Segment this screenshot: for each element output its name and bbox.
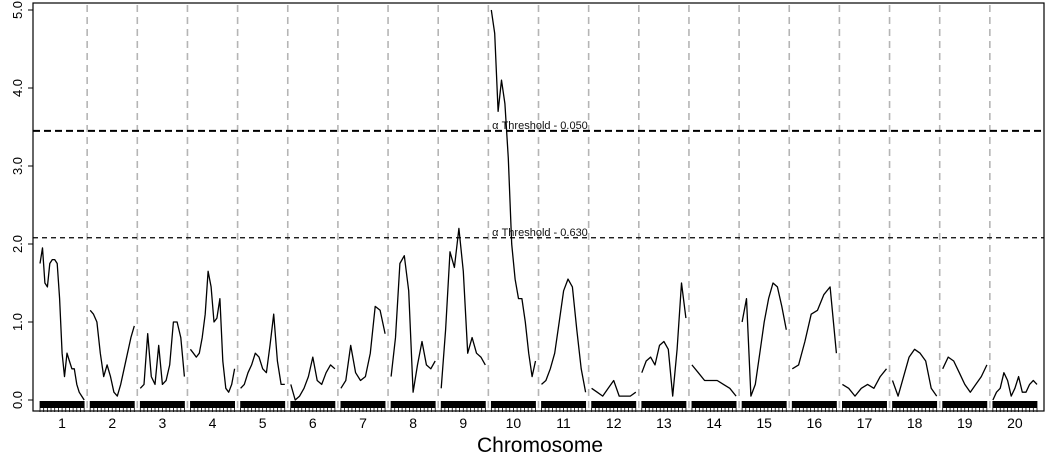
lod-series — [39, 9, 1038, 401]
lod-curve-chr-4 — [189, 270, 236, 393]
chromosome-label: 11 — [556, 415, 571, 431]
lod-curve-chr-19 — [942, 356, 988, 393]
chromosome-label: 16 — [807, 415, 823, 431]
chromosome-label: 15 — [756, 415, 772, 431]
threshold-label: α Threshold - 0.630 — [492, 227, 588, 239]
chromosome-label: 7 — [359, 415, 367, 431]
lod-curve-chr-18 — [891, 348, 938, 397]
lod-curve-chr-8 — [390, 255, 436, 393]
lod-curve-chr-10 — [490, 9, 537, 378]
chromosome-label: 9 — [459, 415, 467, 431]
x-axis-label: Chromosome — [477, 434, 603, 455]
chromosome-label: 3 — [158, 415, 166, 431]
x-axis: 1 2 3 4 5 6 7 8 9 10 11 12 13 14 15 16 17 18 19 20 — [58, 415, 1023, 431]
y-tick-label: 1.0 — [10, 313, 25, 331]
chromosome-label: 17 — [857, 415, 873, 431]
marker-rug — [39, 401, 1038, 412]
y-tick-label: 4.0 — [10, 79, 25, 97]
y-tick-label: 5.0 — [10, 1, 25, 19]
chromosome-label: 18 — [907, 415, 923, 431]
chromosome-label: 20 — [1007, 415, 1023, 431]
chromosome-label: 4 — [209, 415, 217, 431]
lod-curve-chr-13 — [641, 282, 687, 397]
chromosome-label: 10 — [506, 415, 522, 431]
chromosome-label: 5 — [259, 415, 267, 431]
chromosome-label: 1 — [58, 415, 66, 431]
chromosome-label: 19 — [957, 415, 973, 431]
plot-frame — [32, 2, 1045, 412]
lod-curve-chr-5 — [240, 313, 285, 389]
chromosome-label: 13 — [656, 415, 672, 431]
lod-curve-chr-12 — [591, 379, 637, 397]
lod-curve-chr-11 — [541, 278, 587, 393]
y-axis: 0.0 1.0 2.0 3.0 4.0 5.0 — [10, 1, 33, 409]
chromosome-label: 8 — [409, 415, 417, 431]
lod-curve-chr-6 — [290, 356, 336, 401]
chromosome-label: 6 — [309, 415, 317, 431]
lod-curve-chr-16 — [791, 286, 838, 370]
threshold-lines: α Threshold - 0.050 α Threshold - 0.630 — [33, 120, 1044, 239]
lod-curve-chr-14 — [691, 364, 737, 397]
lod-curve-chr-2 — [89, 309, 135, 397]
chromosome-label: 14 — [706, 415, 722, 431]
lod-curve-chr-9 — [440, 227, 486, 389]
lod-curve-chr-7 — [340, 305, 386, 389]
chromosome-label: 12 — [606, 415, 622, 431]
lod-curve-chr-3 — [139, 321, 186, 389]
lod-curve-chr-20 — [992, 372, 1038, 401]
chromosome-label: 2 — [108, 415, 116, 431]
y-tick-label: 0.0 — [10, 391, 25, 409]
lod-curve-chr-1 — [39, 247, 85, 401]
lod-curve-chr-17 — [842, 368, 888, 397]
lod-curve-chr-15 — [741, 282, 787, 397]
y-tick-label: 2.0 — [10, 235, 25, 253]
y-tick-label: 3.0 — [10, 157, 25, 175]
threshold-label: α Threshold - 0.050 — [492, 120, 588, 132]
